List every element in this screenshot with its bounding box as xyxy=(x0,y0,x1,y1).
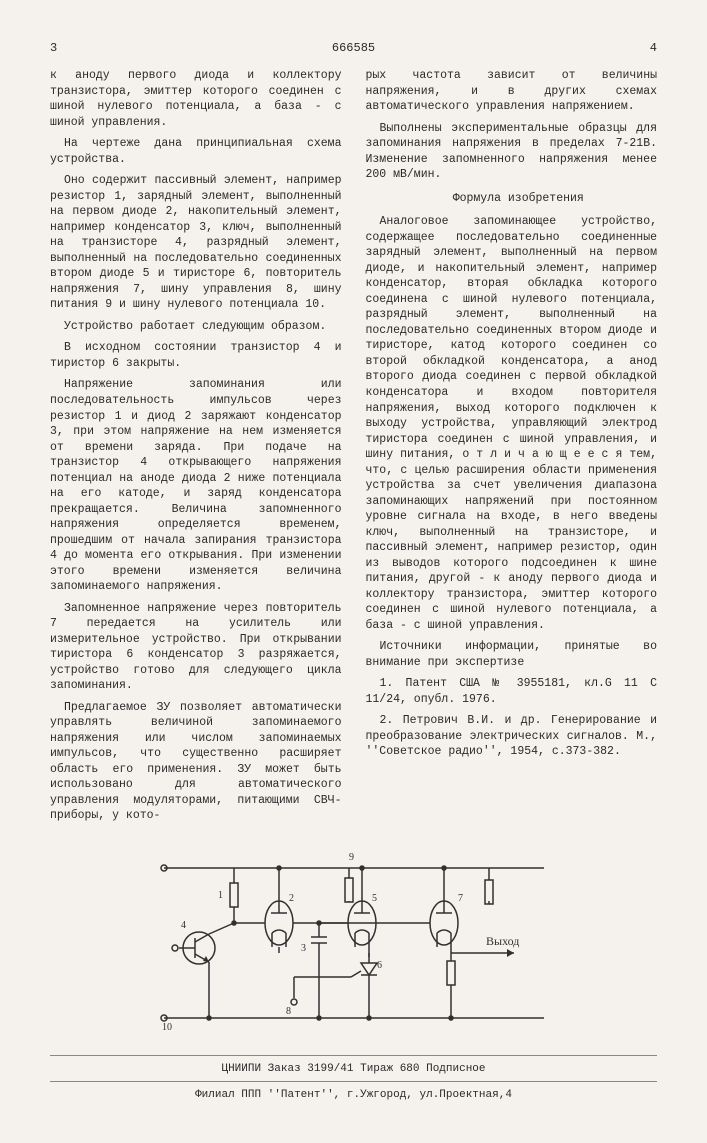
svg-text:6: 6 xyxy=(377,960,382,971)
svg-text:Выход: Выход xyxy=(486,934,519,948)
formula-heading: Формула изобретения xyxy=(366,191,658,207)
page-number-left: 3 xyxy=(50,40,57,56)
left-column: к аноду первого диода и коллектору транз… xyxy=(50,68,342,830)
svg-text:1: 1 xyxy=(218,890,223,901)
para: Запомненное напряжение через повторитель… xyxy=(50,601,342,694)
para: На чертеже дана принципиальная схема уст… xyxy=(50,136,342,167)
para: Устройство работает следующим образом. xyxy=(50,319,342,335)
para: к аноду первого диода и коллектору транз… xyxy=(50,68,342,130)
svg-text:8: 8 xyxy=(286,1006,291,1017)
para: Предлагаемое ЗУ позволяет автоматически … xyxy=(50,700,342,824)
circuit-schematic: 9 10 1 4 2 3 5 6 8 7 Выход xyxy=(144,848,564,1044)
para: Оно содержит пассивный элемент, например… xyxy=(50,173,342,313)
svg-text:2: 2 xyxy=(289,893,294,904)
ref-item: 2. Петрович В.И. и др. Генерирование и п… xyxy=(366,713,658,760)
svg-text:4: 4 xyxy=(181,920,186,931)
para: Аналоговое запоминающее устройство, соде… xyxy=(366,214,658,633)
para: Выполнены экспериментальные образцы для … xyxy=(366,121,658,183)
svg-text:9: 9 xyxy=(349,852,354,863)
page-number-right: 4 xyxy=(650,40,657,56)
right-column: рых частота зависит от величины напряжен… xyxy=(366,68,658,830)
svg-text:10: 10 xyxy=(162,1022,172,1033)
para: Источники информации, принятые во вниман… xyxy=(366,639,658,670)
document-number: 666585 xyxy=(332,40,375,56)
para: рых частота зависит от величины напряжен… xyxy=(366,68,658,115)
svg-text:5: 5 xyxy=(372,893,377,904)
svg-text:3: 3 xyxy=(301,943,306,954)
para: В исходном состоянии транзистор 4 и тири… xyxy=(50,340,342,371)
svg-text:7: 7 xyxy=(458,893,463,904)
text-columns: к аноду первого диода и коллектору транз… xyxy=(50,68,657,830)
ref-item: 1. Патент США № 3955181, кл.G 11 С 11/24… xyxy=(366,676,658,707)
page-header: 3 666585 4 xyxy=(50,40,657,56)
footer-line-1: ЦНИИПИ Заказ 3199/41 Тираж 680 Подписное xyxy=(50,1055,657,1077)
footer-line-2: Филиал ППП ''Патент'', г.Ужгород, ул.Про… xyxy=(50,1081,657,1103)
para: Напряжение запоминания или последователь… xyxy=(50,377,342,594)
